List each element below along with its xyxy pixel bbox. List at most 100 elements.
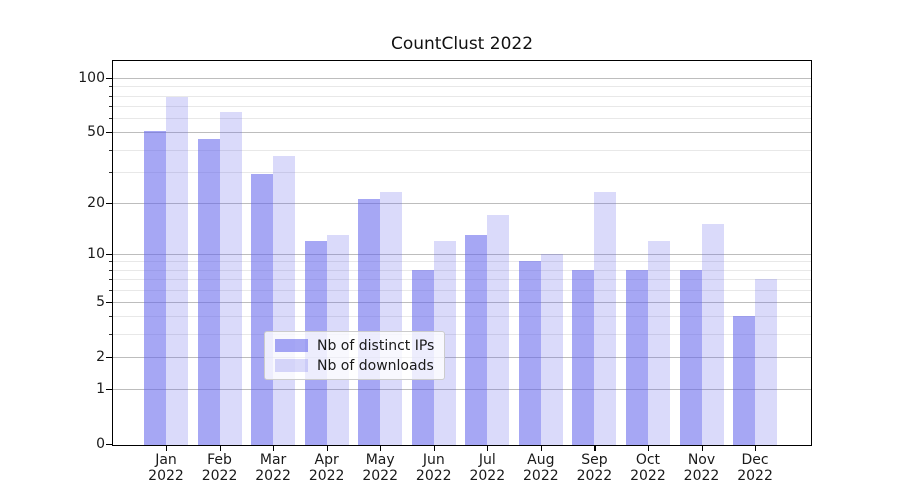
- x-axis-tick-year: 2022: [362, 468, 398, 484]
- legend-label: Nb of distinct IPs: [317, 337, 435, 354]
- bar-aug-distinct-ips: [518, 261, 541, 445]
- y-tick-mark: [106, 78, 113, 80]
- legend-label: Nb of downloads: [317, 357, 434, 374]
- y-tick-mark: [106, 202, 113, 204]
- gridline-major: [113, 132, 811, 134]
- y-minor-tick-mark: [109, 269, 113, 271]
- gridline-minor: [113, 95, 811, 97]
- gridline-minor: [113, 261, 811, 263]
- bar-may-downloads: [380, 191, 403, 445]
- legend-swatch: [275, 339, 308, 352]
- bar-jan-distinct-ips: [144, 130, 166, 445]
- gridline-major: [113, 202, 811, 204]
- gridline-major: [113, 389, 811, 391]
- x-tick-mark: [647, 445, 650, 451]
- x-axis-tick-year: 2022: [201, 468, 238, 484]
- x-axis-tick-label: Jun 2022: [402, 452, 466, 484]
- y-tick-mark: [106, 253, 113, 256]
- x-axis-tick-label: Feb 2022: [188, 452, 252, 484]
- y-axis-tick-label: 20: [87, 194, 105, 211]
- x-axis-tick-year: 2022: [308, 468, 345, 484]
- y-axis-tick-label: 2: [96, 348, 105, 365]
- y-minor-tick-mark: [109, 117, 113, 119]
- x-axis-tick-label: Sep 2022: [562, 452, 626, 484]
- bar-may-distinct-ips: [358, 198, 381, 445]
- gridline-major: [113, 356, 811, 358]
- legend-item: Nb of distinct IPs: [275, 336, 434, 355]
- x-tick-mark: [380, 445, 382, 451]
- y-minor-tick-mark: [109, 86, 113, 88]
- gridline-minor: [113, 86, 811, 88]
- legend-swatch: [275, 359, 308, 372]
- x-axis-tick-label: Oct 2022: [616, 452, 680, 484]
- x-tick-mark: [487, 445, 489, 451]
- x-axis-tick-year: 2022: [630, 468, 666, 484]
- bar-oct-downloads: [647, 240, 670, 445]
- y-tick-mark: [106, 132, 113, 134]
- bar-aug-downloads: [540, 253, 563, 445]
- x-tick-mark: [219, 445, 221, 451]
- legend-item: Nb of downloads: [275, 356, 434, 375]
- x-axis-tick-year: 2022: [523, 468, 559, 484]
- x-tick-mark: [326, 445, 328, 451]
- bar-feb-downloads: [219, 111, 242, 445]
- y-tick-mark: [106, 356, 113, 359]
- x-axis-tick-year: 2022: [576, 468, 613, 484]
- gridline-minor: [113, 289, 811, 291]
- bar-mar-downloads: [273, 155, 296, 445]
- x-axis-tick-label: Jul 2022: [455, 452, 519, 484]
- gridline-minor: [113, 171, 811, 173]
- x-tick-mark: [540, 445, 543, 451]
- x-axis-tick-label: Jan 2022: [134, 452, 198, 484]
- y-axis-tick-label: 10: [87, 245, 105, 262]
- y-tick-mark: [106, 301, 113, 304]
- bar-nov-distinct-ips: [679, 269, 702, 445]
- bar-sep-distinct-ips: [572, 269, 595, 445]
- y-axis-tick-label: 100: [78, 70, 105, 86]
- x-axis-tick-year: 2022: [469, 468, 506, 484]
- gridline-minor: [113, 279, 811, 281]
- x-axis-tick-year: 2022: [737, 468, 773, 484]
- x-axis-tick-label: Mar 2022: [241, 452, 305, 484]
- x-axis-tick-label: Apr 2022: [295, 452, 359, 484]
- bar-feb-distinct-ips: [197, 138, 220, 445]
- bar-dec-distinct-ips: [733, 316, 756, 445]
- y-axis-tick-label: 5: [96, 293, 105, 310]
- bar-nov-downloads: [701, 224, 724, 445]
- y-axis-tick-label: 0: [96, 436, 105, 452]
- y-minor-tick-mark: [109, 279, 113, 281]
- y-minor-tick-mark: [109, 95, 113, 97]
- x-tick-mark: [594, 445, 596, 451]
- gridline-minor: [113, 105, 811, 107]
- gridline-major: [113, 301, 811, 303]
- x-axis-tick-year: 2022: [255, 468, 291, 484]
- y-minor-tick-mark: [109, 261, 113, 263]
- x-tick-mark: [273, 445, 275, 451]
- gridline-minor: [113, 117, 811, 119]
- bar-jul-downloads: [487, 214, 510, 445]
- legend: Nb of distinct IPs Nb of downloads: [264, 331, 446, 380]
- chart-title: CountClust 2022: [390, 34, 534, 54]
- y-axis-tick-label: 1: [96, 381, 105, 398]
- x-axis-tick-label: Aug 2022: [509, 452, 573, 484]
- y-minor-tick-mark: [109, 105, 113, 107]
- y-tick-mark: [106, 444, 113, 446]
- x-axis-tick-label: May 2022: [348, 452, 412, 484]
- y-minor-tick-mark: [109, 334, 113, 336]
- gridline-major: [113, 253, 811, 255]
- x-axis-tick-year: 2022: [683, 468, 720, 484]
- gridline-minor: [113, 334, 811, 336]
- bar-dec-downloads: [755, 279, 778, 445]
- plot-area: [113, 61, 811, 445]
- x-tick-mark: [755, 445, 757, 451]
- y-minor-tick-mark: [109, 149, 113, 151]
- gridline-minor: [113, 149, 811, 151]
- bar-oct-distinct-ips: [625, 269, 648, 445]
- gridline-major: [113, 78, 811, 79]
- bar-mar-distinct-ips: [251, 174, 274, 445]
- y-axis-tick-label: 50: [87, 124, 105, 141]
- x-axis-tick-year: 2022: [148, 468, 184, 484]
- bar-jul-distinct-ips: [465, 234, 488, 445]
- x-tick-mark: [166, 445, 168, 451]
